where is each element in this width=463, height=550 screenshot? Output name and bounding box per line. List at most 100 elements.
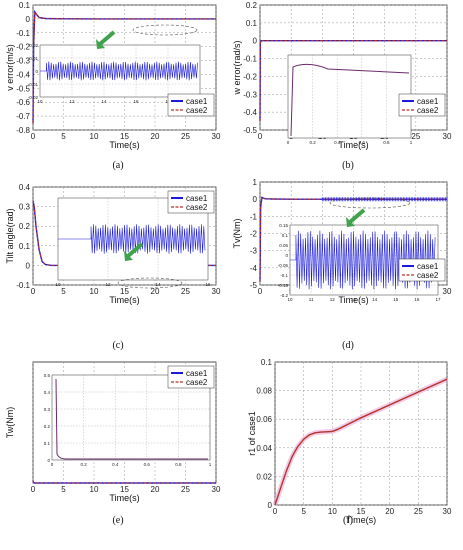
y-tick-label: -0.1: [16, 281, 30, 290]
x-tick-label: 15: [120, 287, 129, 296]
x-tick-label: 25: [181, 132, 190, 141]
series-line-case2: [32, 10, 216, 124]
x-tick-label: 25: [181, 287, 190, 296]
x-tick-label: 30: [212, 132, 221, 141]
plot-frame-f: [274, 361, 448, 506]
inset-x-tick-label: 0.6: [359, 140, 366, 145]
inset-x-tick-label: 1: [209, 462, 212, 467]
y-tick-label: -5: [250, 281, 258, 290]
x-tick-label: 0: [31, 485, 36, 494]
inset-x-tick-label: 10: [55, 282, 61, 287]
y-tick-label: 0: [26, 15, 31, 24]
inset-x-tick-label: 0: [287, 140, 290, 145]
y-tick-label: 0.1: [246, 19, 258, 28]
x-tick-label: 10: [90, 287, 99, 296]
x-tick-label: 20: [151, 132, 160, 141]
inset-y-tick-label: 0.1: [282, 233, 289, 238]
inset-x-tick-label: 0: [51, 462, 54, 467]
inset-y-tick-label: -0.15: [278, 283, 289, 288]
inset-x-tick-label: 17: [435, 297, 441, 302]
series-line-case2: [259, 40, 447, 122]
series-line-case2: [259, 196, 447, 282]
y-tick-label: -4: [250, 264, 258, 273]
x-tick-label: 20: [385, 507, 394, 516]
inset-y-tick-label: 0.2: [44, 424, 51, 429]
inset-y-tick-label: -0.1: [280, 273, 288, 278]
y-axis-label: Tw(Nm): [5, 407, 15, 439]
oscillation-band: [321, 197, 448, 202]
y-tick-label: -0.6: [16, 98, 30, 107]
panel-caption-a: (a): [112, 160, 123, 171]
legend-label-case2: case2: [417, 106, 439, 115]
x-tick-label: 15: [120, 485, 129, 494]
legend-label-case2: case2: [186, 203, 208, 212]
y-tick-label: 0.04: [256, 444, 272, 453]
inset-x-tick-label: 0.4: [334, 140, 341, 145]
inset-y-tick-label: 0.3: [44, 407, 51, 412]
inset-x-tick-label: 13: [351, 297, 357, 302]
inset-trace: [55, 378, 208, 460]
y-tick-label: 0.1: [19, 242, 31, 251]
x-tick-label: 15: [120, 132, 129, 141]
legend-box: [167, 93, 215, 117]
inset-x-tick-label: 0.2: [80, 462, 87, 467]
y-tick-label: -0.1: [243, 55, 257, 64]
y-axis-label: Tilt angle(rad): [5, 208, 15, 263]
legend-box: [398, 258, 446, 282]
inset-y-tick-label: 0.05: [279, 243, 288, 248]
legend-label-case1: case1: [186, 194, 208, 203]
x-tick-label: 25: [181, 485, 190, 494]
y-axis-label: v error(m/s): [5, 44, 15, 91]
y-tick-label: -1: [250, 212, 258, 221]
legend-label-case1: case1: [417, 97, 439, 106]
y-tick-label: -0.8: [16, 126, 30, 135]
legend-label-case2: case2: [186, 378, 208, 387]
legend-box: [167, 190, 215, 214]
x-axis-label: Time(s): [346, 515, 376, 525]
panel-a: 0 5 10 15 20 25 30 0.1 0 -0.1 -0.2 -0.3 -0.4 -0.5 -0.6…: [5, 1, 221, 171]
inset-x-tick-label: 14: [155, 282, 161, 287]
y-tick-label: -3: [250, 247, 258, 256]
x-tick-label: 5: [301, 507, 306, 516]
inset-y-tick-label: -0.05: [278, 263, 289, 268]
x-tick-label: 20: [151, 485, 160, 494]
y-tick-label: 0: [253, 37, 258, 46]
y-tick-label: -0.3: [16, 57, 30, 66]
y-tick-label: 0.2: [246, 1, 258, 10]
zoom-ellipse: [117, 277, 183, 289]
y-tick-label: 0: [268, 501, 273, 510]
inset-y-tick-label: 0: [35, 69, 38, 74]
y-tick-label: -2: [250, 230, 258, 239]
x-tick-label: 25: [414, 507, 423, 516]
inset-y-tick-label: -0.01: [28, 82, 39, 87]
y-tick-label: -0.3: [243, 90, 257, 99]
series-line-case2: [32, 480, 216, 484]
x-tick-label: 0: [31, 287, 36, 296]
y-tick-label: 0.02: [256, 472, 272, 481]
x-tick-label: 10: [90, 485, 99, 494]
inset-x-tick-label: 10: [287, 297, 293, 302]
x-tick-label: 5: [61, 132, 66, 141]
y-tick-label: -0.4: [16, 70, 30, 79]
inset-y-tick-label: 0.4: [44, 390, 51, 395]
x-tick-label: 30: [443, 507, 452, 516]
y-tick-label: 0: [253, 195, 258, 204]
inset-x-tick-label: 16: [133, 99, 139, 104]
inset-x-tick-label: 16: [205, 282, 211, 287]
panel-caption-e: (e): [112, 515, 123, 526]
inset-x-tick-label: 0.8: [383, 140, 390, 145]
y-tick-label: -0.1: [16, 29, 30, 38]
inset-y-tick-label: 0: [47, 458, 50, 463]
zoom-arrow: [98, 30, 116, 46]
inset-y-tick-label: 0.5: [44, 373, 51, 378]
y-tick-label: 0.4: [19, 183, 31, 192]
x-tick-label: 5: [61, 485, 66, 494]
x-tick-label: 30: [212, 485, 221, 494]
zoom-arrowhead: [96, 39, 105, 49]
x-tick-label: 30: [443, 132, 452, 141]
zoom-arrowhead: [346, 217, 355, 227]
